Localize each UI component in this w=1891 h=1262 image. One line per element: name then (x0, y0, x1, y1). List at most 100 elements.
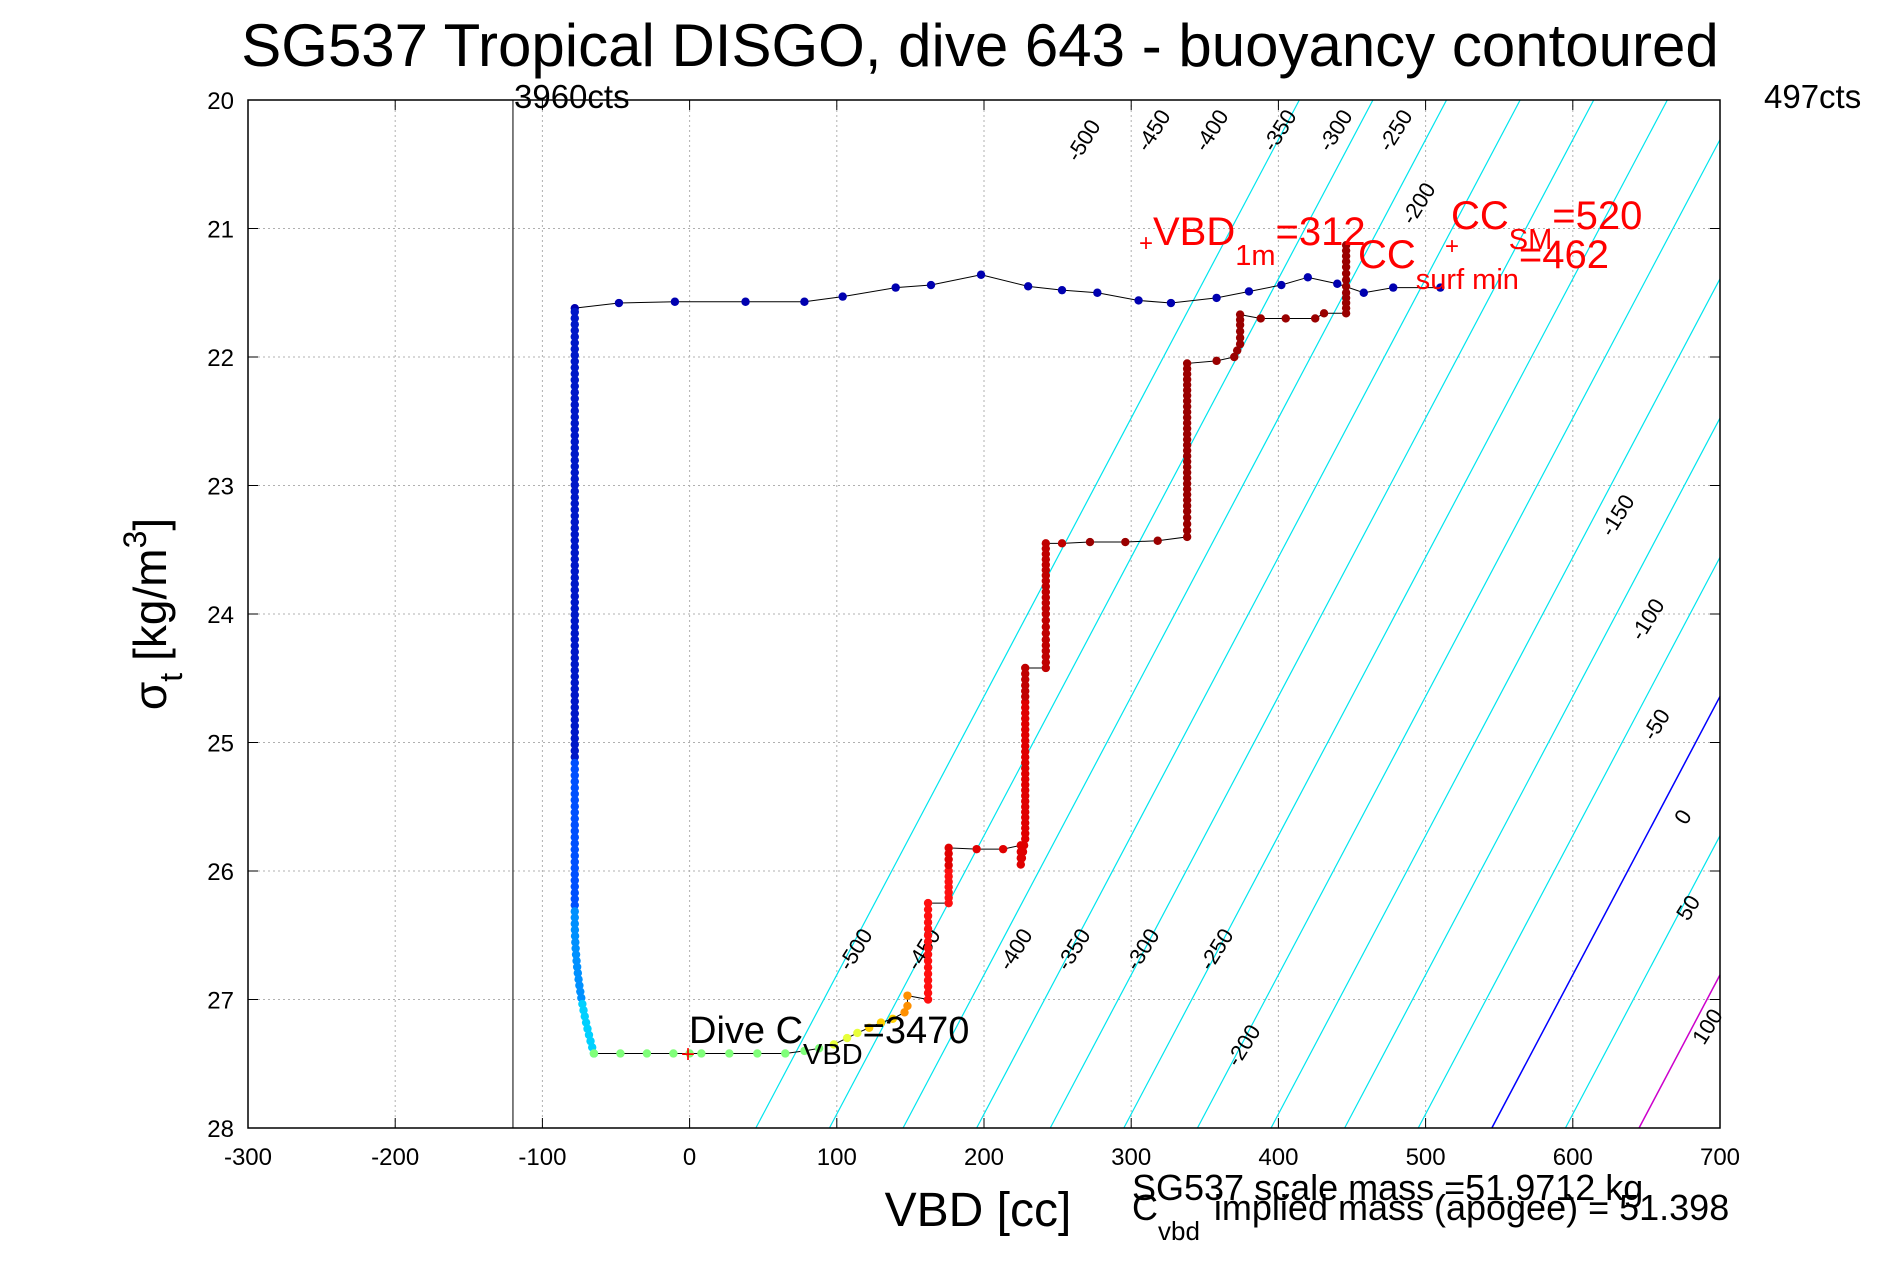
ascent-red-point (944, 849, 953, 858)
contour-line (1270, 278, 1721, 1129)
contour-line (1491, 696, 1721, 1129)
ascent-red-point (923, 950, 933, 959)
surface-point (1389, 283, 1398, 292)
descent-point (570, 487, 579, 496)
ascent-red-point (923, 963, 933, 972)
dive-c-plus-marker: + (681, 1041, 695, 1068)
surface-point (891, 283, 900, 292)
bottom-point (725, 1049, 734, 1058)
ascent-red-point (1319, 309, 1329, 318)
count-label-right: 497cts (1764, 78, 1861, 115)
descent-point (570, 740, 579, 749)
descent-point (570, 357, 579, 366)
descent-point (570, 604, 579, 613)
descent-point (570, 783, 579, 792)
ascent-red-point (923, 937, 933, 946)
descent-point (570, 826, 579, 836)
surface-point (670, 297, 680, 306)
descent-point (570, 808, 579, 817)
ascent-red-point (1021, 681, 1030, 690)
descent-point (570, 820, 579, 830)
descent-point (570, 542, 579, 552)
descent-point (570, 499, 579, 508)
ascent-red-point (923, 982, 933, 991)
ascent-red-point (923, 969, 933, 978)
surface-point (1023, 282, 1033, 291)
descent-point (570, 517, 579, 527)
descent-point (570, 647, 579, 657)
ascent-red-point (1041, 622, 1051, 632)
surface-point (1277, 280, 1286, 290)
descent-point (570, 314, 579, 323)
dive-c-annotation: + Dive CVBD=3470 (681, 1010, 969, 1071)
descent-point (570, 870, 579, 879)
footer-scale-mass: SG537 scale mass =51.9712 kg (1132, 1167, 1643, 1208)
descent-point (570, 635, 579, 644)
ascent-red-point (1057, 539, 1067, 548)
ascent-red-point (1235, 327, 1245, 336)
descent-point (570, 431, 579, 440)
descent-point (570, 888, 579, 898)
x-axis-label: VBD [cc] (885, 1184, 1072, 1237)
descent-point (570, 789, 579, 799)
surface-point (976, 270, 986, 279)
vbd1m-sub: 1m (1235, 240, 1275, 272)
ascent-red-point (923, 943, 933, 953)
ascent-red-point (1182, 519, 1192, 529)
cc-sm-value: =520 (1552, 194, 1642, 238)
descent-point (570, 573, 579, 582)
contour-line (1049, 99, 1595, 1129)
ascent-red-point (998, 844, 1008, 854)
descent-point (570, 622, 579, 632)
descent-point (570, 882, 579, 891)
descent-point (571, 944, 580, 953)
descent-point (570, 320, 579, 329)
ascent-red-point (923, 911, 933, 921)
ascent-red-point (1021, 663, 1030, 673)
y-axis-label-main: σ (124, 682, 176, 710)
bottom-point (753, 1049, 762, 1058)
ascent-warm-point (864, 1023, 874, 1032)
y-tick-label: 23 (207, 474, 234, 501)
svg-text:CCSM=520: CCSM=520 (1451, 194, 1642, 256)
descent-point (570, 332, 579, 341)
surface-point (1057, 285, 1067, 295)
vbd1m-plus-marker: + (1139, 230, 1153, 257)
descent-point (570, 876, 579, 885)
descent-point (570, 598, 579, 607)
descent-point (570, 690, 579, 700)
descent-point (570, 752, 579, 762)
ascent-red-point (1041, 629, 1051, 638)
ascent-red-point (923, 995, 933, 1004)
ascent-red-point (1230, 352, 1239, 362)
x-tick-label: 200 (964, 1144, 1004, 1171)
descent-point (570, 653, 579, 663)
y-axis-label: σt [kg/m3] (117, 518, 189, 710)
descent-point (570, 351, 579, 360)
ascent-red-point (1341, 282, 1351, 291)
surface-point (1436, 283, 1445, 292)
cc-sm-plus-marker: + (1445, 233, 1459, 260)
ascent-red-point (1212, 356, 1221, 366)
descent-point (570, 592, 579, 601)
dive-c-sub: VBD (803, 1039, 863, 1071)
y-tick-label: 28 (207, 1116, 234, 1143)
buoyancy-contours (755, 99, 1721, 1129)
ascent-red-point (944, 855, 953, 864)
bottom-point (669, 1049, 678, 1058)
cc-surf-label: CC (1358, 233, 1416, 277)
ascent-red-point (923, 976, 933, 985)
ascent-red-point (1021, 675, 1030, 684)
descent-point (570, 746, 579, 755)
descent-point (570, 697, 579, 706)
descent-point (570, 684, 579, 694)
descent-point (570, 919, 579, 928)
surface-point (1134, 296, 1143, 305)
descent-point (570, 579, 579, 589)
descent-point (570, 863, 579, 873)
descent-point (570, 468, 579, 477)
descent-point (577, 993, 586, 1003)
descent-point (570, 666, 579, 675)
surface-point (614, 298, 624, 308)
descent-point (575, 981, 584, 990)
